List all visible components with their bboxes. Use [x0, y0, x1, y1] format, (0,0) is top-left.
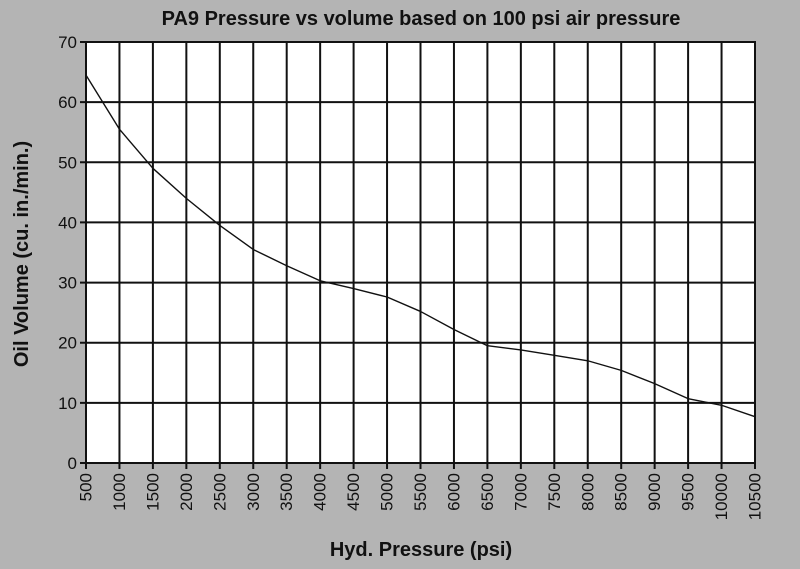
x-tick-label: 10000 [712, 473, 731, 520]
x-tick-label: 9000 [645, 473, 664, 511]
y-tick-label: 50 [58, 153, 77, 172]
y-tick-label: 30 [58, 274, 77, 293]
x-tick-label: 8000 [578, 473, 597, 511]
tick-labels: 500 1000 1500 2000 2500 3000 3500 4000 4500 5000 5… [58, 33, 764, 520]
series [85, 74, 756, 418]
x-tick-label: 8500 [612, 473, 631, 511]
x-tick-label: 5000 [378, 473, 397, 511]
y-tick-label: 0 [68, 454, 77, 473]
x-tick-label: 6000 [444, 473, 463, 511]
x-tick-label: 7000 [511, 473, 530, 511]
x-tick-label: 500 [77, 473, 96, 501]
x-tick-label: 1000 [110, 473, 129, 511]
x-tick-label: 7500 [545, 473, 564, 511]
grid [80, 41, 756, 469]
x-tick-label: 4000 [311, 473, 330, 511]
x-tick-label: 6500 [478, 473, 497, 511]
x-tick-label: 4500 [344, 473, 363, 511]
x-tick-label: 3500 [277, 473, 296, 511]
x-tick-label: 1500 [143, 473, 162, 511]
x-tick-label: 9500 [679, 473, 698, 511]
x-tick-label: 10500 [746, 473, 765, 520]
x-tick-label: 2000 [177, 473, 196, 511]
y-tick-label: 10 [58, 394, 77, 413]
y-tick-label: 20 [58, 334, 77, 353]
x-tick-label: 3000 [244, 473, 263, 511]
chart-title: PA9 Pressure vs volume based on 100 psi … [162, 8, 681, 30]
series-line [85, 74, 756, 418]
x-tick-label: 2500 [210, 473, 229, 511]
y-tick-label: 40 [58, 213, 77, 232]
x-tick-label: 5500 [411, 473, 430, 511]
x-axis-title: Hyd. Pressure (psi) [330, 539, 512, 561]
y-axis-title: Oil Volume (cu. in./min.) [11, 141, 33, 367]
y-tick-label: 70 [58, 33, 77, 52]
y-tick-label: 60 [58, 93, 77, 112]
